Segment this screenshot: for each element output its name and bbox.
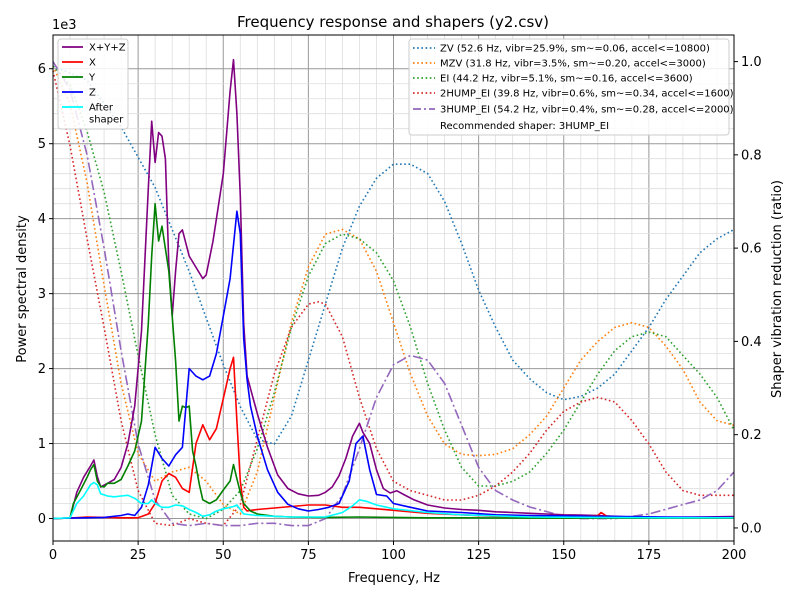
y2-axis-label: Shaper vibration reduction (ratio) (770, 180, 785, 398)
y2-tick-label: 0.2 (741, 428, 762, 443)
chart-title: Frequency response and shapers (y2.csv) (237, 13, 549, 31)
y-axis-label: Power spectral density (15, 215, 30, 363)
shaper-legend-label: ZV (52.6 Hz, vibr=25.9%, sm~=0.06, accel… (440, 44, 710, 55)
y2-tick-label: 0.0 (741, 521, 762, 536)
recommended-shaper-label: Recommended shaper: 3HUMP_EI (440, 121, 609, 132)
y2-tick-label: 0.8 (741, 148, 762, 163)
y2-tick-label: 0.4 (741, 335, 762, 350)
shaper-legend-label: MZV (31.8 Hz, vibr=3.5%, sm~=0.20, accel… (440, 59, 706, 70)
psd-legend-label: Y (88, 73, 96, 84)
y2-tick-label: 1.0 (741, 55, 762, 70)
shaper-line-3 (52, 70, 734, 527)
y-tick-label: 0 (38, 512, 46, 527)
shaper-legend-label: 2HUMP_EI (39.8 Hz, vibr=0.6%, sm~=0.34, … (440, 89, 734, 100)
x-tick-label: 150 (551, 548, 576, 563)
y-multiplier-label: 1e3 (52, 18, 77, 33)
psd-legend-label: After shaper (89, 103, 124, 126)
axis-ticks: 0 25 50 75 100 125 150 175 200 0 1 2 3 4 5 6 0.0 0.2 0.4 0.… (38, 55, 762, 563)
psd-legend-label: Z (89, 88, 96, 99)
y-tick-label: 4 (38, 212, 46, 227)
y-tick-label: 1 (38, 437, 46, 452)
shaper-line-0 (52, 65, 735, 445)
y-tick-label: 6 (38, 62, 46, 77)
x-tick-label: 0 (49, 548, 57, 563)
y-tick-label: 3 (38, 287, 46, 302)
psd-line-3 (52, 210, 735, 520)
shaper-legend: ZV (52.6 Hz, vibr=25.9%, sm~=0.06, accel… (408, 38, 734, 136)
x-tick-label: 50 (215, 548, 232, 563)
psd-line-0 (52, 58, 735, 520)
y2-tick-label: 0.6 (741, 242, 762, 257)
shaper-legend-label: 3HUMP_EI (54.2 Hz, vibr=0.4%, sm~=0.28, … (440, 105, 734, 116)
psd-legend-label: X+Y+Z (89, 43, 126, 54)
x-tick-label: 200 (722, 548, 747, 563)
psd-curves (52, 58, 735, 520)
y-tick-label: 2 (38, 362, 46, 377)
shaper-legend-box (408, 38, 730, 136)
x-tick-label: 75 (300, 548, 317, 563)
psd-legend: X+Y+Z XYZ After shaper (57, 38, 129, 130)
shaper-legend-label: EI (44.2 Hz, vibr=5.1%, sm~=0.16, accel<… (440, 74, 693, 85)
x-tick-label: 25 (130, 548, 147, 563)
y-tick-label: 5 (38, 137, 46, 152)
x-tick-label: 100 (381, 548, 406, 563)
grid (52, 35, 735, 541)
x-axis-label: Frequency, Hz (348, 571, 440, 586)
x-tick-label: 175 (636, 548, 661, 563)
x-tick-label: 125 (466, 548, 491, 563)
psd-line-4 (52, 481, 734, 520)
psd-legend-label: X (89, 58, 96, 69)
shaper-line-2 (52, 65, 735, 520)
